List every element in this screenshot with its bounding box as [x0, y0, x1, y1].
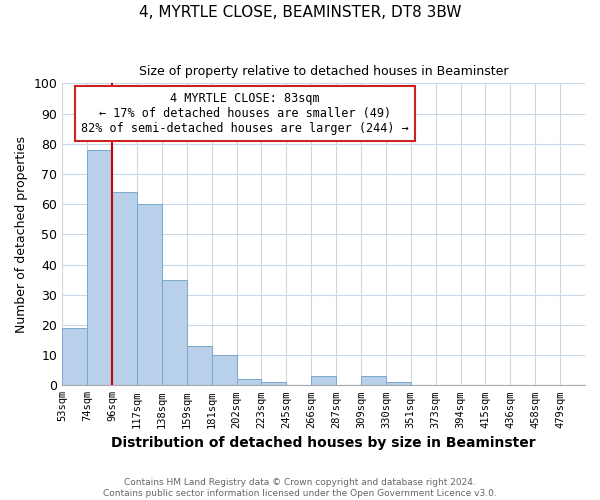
Bar — [62, 328, 87, 386]
Text: 4, MYRTLE CLOSE, BEAMINSTER, DT8 3BW: 4, MYRTLE CLOSE, BEAMINSTER, DT8 3BW — [139, 5, 461, 20]
Bar — [112, 192, 137, 386]
Y-axis label: Number of detached properties: Number of detached properties — [15, 136, 28, 333]
Text: Contains HM Land Registry data © Crown copyright and database right 2024.
Contai: Contains HM Land Registry data © Crown c… — [103, 478, 497, 498]
Bar — [187, 346, 212, 386]
Bar — [137, 204, 162, 386]
Bar — [262, 382, 286, 386]
Bar — [87, 150, 112, 386]
Bar — [386, 382, 411, 386]
X-axis label: Distribution of detached houses by size in Beaminster: Distribution of detached houses by size … — [112, 436, 536, 450]
Bar — [162, 280, 187, 386]
Text: 4 MYRTLE CLOSE: 83sqm
← 17% of detached houses are smaller (49)
82% of semi-deta: 4 MYRTLE CLOSE: 83sqm ← 17% of detached … — [82, 92, 409, 136]
Bar — [212, 355, 236, 386]
Bar — [236, 380, 262, 386]
Title: Size of property relative to detached houses in Beaminster: Size of property relative to detached ho… — [139, 65, 508, 78]
Bar — [361, 376, 386, 386]
Bar — [311, 376, 336, 386]
